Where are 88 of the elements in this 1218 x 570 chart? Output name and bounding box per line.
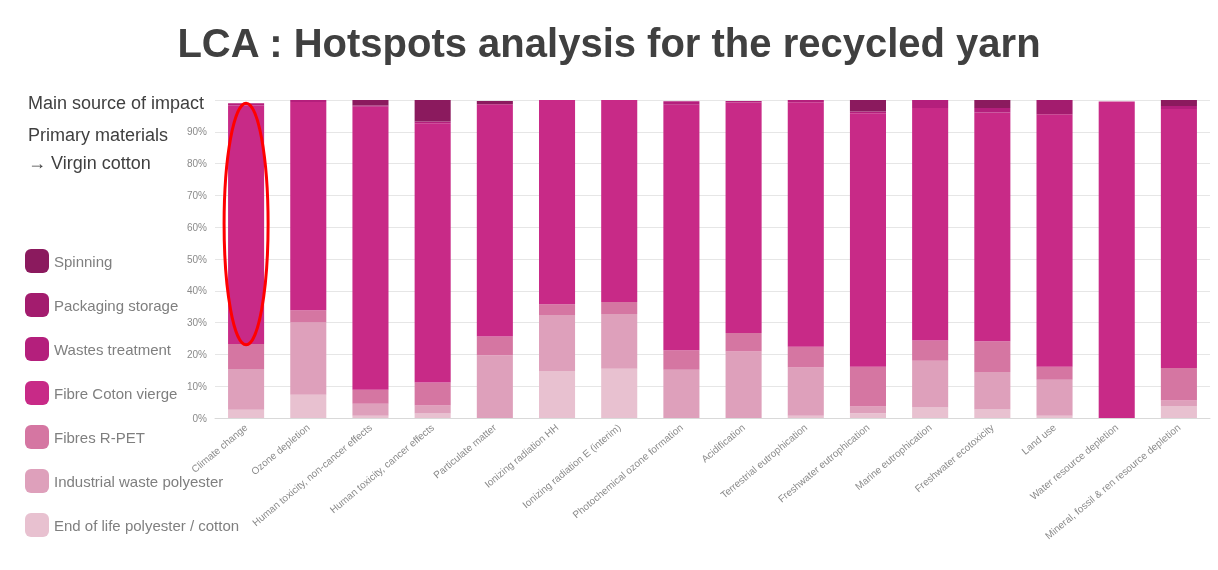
- chart-title: LCA : Hotspots analysis for the recycled yarn: [177, 21, 1041, 65]
- bar: [1160, 400, 1197, 406]
- bar: [352, 100, 389, 106]
- bar: [849, 366, 886, 407]
- y-tick-label: 50%: [186, 253, 208, 265]
- bar: [974, 100, 1011, 108]
- bar: [601, 314, 638, 369]
- bar: [1098, 101, 1135, 418]
- bar: [601, 100, 638, 302]
- bar: [414, 382, 451, 406]
- bar: [663, 350, 700, 370]
- bar: [912, 107, 949, 341]
- bar: [974, 341, 1011, 372]
- y-tick-label: 10%: [186, 380, 208, 392]
- bar: [912, 340, 949, 361]
- bar: [787, 346, 824, 368]
- bar: [912, 100, 949, 108]
- legend-label: Fibres R-PET: [54, 428, 145, 446]
- bar: [476, 100, 513, 105]
- legend-label: Industrial waste polyester: [54, 472, 224, 490]
- bar: [476, 355, 513, 418]
- text: Primary materials: [28, 125, 169, 145]
- bar: [1160, 405, 1197, 418]
- bar: [539, 314, 576, 371]
- bar: [725, 333, 762, 352]
- bar: [290, 101, 327, 311]
- legend-label: Spinning: [54, 252, 113, 270]
- bar: [1036, 366, 1073, 380]
- bar: [352, 403, 389, 416]
- bar: [1036, 100, 1073, 115]
- bar: [228, 343, 265, 370]
- bar: [787, 102, 824, 347]
- bar: [1036, 379, 1073, 416]
- bar: [1160, 108, 1197, 369]
- bar: [414, 100, 451, 122]
- bar: [290, 394, 327, 418]
- bar: [476, 104, 513, 337]
- bar: [352, 415, 389, 418]
- y-tick-label: 30%: [186, 317, 208, 329]
- bar: [1160, 100, 1197, 107]
- bar: [352, 389, 389, 404]
- y-tick-label: 70%: [186, 189, 208, 201]
- bar: [414, 123, 451, 383]
- bar: [974, 112, 1011, 342]
- bar: [912, 360, 949, 408]
- text: → Virgin cotton: [28, 153, 151, 173]
- bar: [725, 102, 762, 334]
- bar: [974, 409, 1011, 418]
- bar: [601, 368, 638, 418]
- legend-label: Packaging storage: [54, 296, 179, 314]
- bar: [539, 304, 576, 315]
- bar: [228, 369, 265, 410]
- bar: [787, 100, 824, 103]
- bar: [290, 310, 327, 323]
- bar: [787, 415, 824, 418]
- bar: [663, 369, 700, 418]
- bar: [974, 371, 1011, 410]
- text: Main source of impact: [28, 93, 205, 113]
- legend-label: End of life polyester / cotton: [54, 516, 240, 534]
- y-tick-label: 0%: [192, 412, 208, 424]
- bar: [663, 104, 700, 351]
- bar: [228, 409, 265, 418]
- bar: [849, 413, 886, 418]
- bar: [601, 301, 638, 315]
- bar: [539, 100, 576, 305]
- bar: [663, 101, 700, 105]
- bar: [849, 100, 886, 112]
- legend-label: Wastes treatment: [54, 340, 172, 358]
- y-tick-label: 40%: [186, 285, 208, 297]
- bar: [476, 336, 513, 356]
- bar: [849, 406, 886, 414]
- y-tick-label: 90%: [186, 126, 208, 138]
- bar: [725, 351, 762, 418]
- y-tick-label: 80%: [186, 158, 208, 170]
- bar: [414, 405, 451, 414]
- y-tick-label: 60%: [186, 221, 208, 233]
- bar: [787, 367, 824, 416]
- bar: [1036, 114, 1073, 367]
- y-tick-label: 20%: [186, 348, 208, 360]
- bar: [1160, 106, 1197, 109]
- legend-label: Fibre Coton vierge: [54, 384, 178, 402]
- bar: [849, 113, 886, 367]
- bar: [290, 322, 327, 395]
- bar: [912, 407, 949, 418]
- bar: [1160, 368, 1197, 401]
- bar: [352, 106, 389, 390]
- bar: [1036, 415, 1073, 418]
- bar: [539, 370, 576, 418]
